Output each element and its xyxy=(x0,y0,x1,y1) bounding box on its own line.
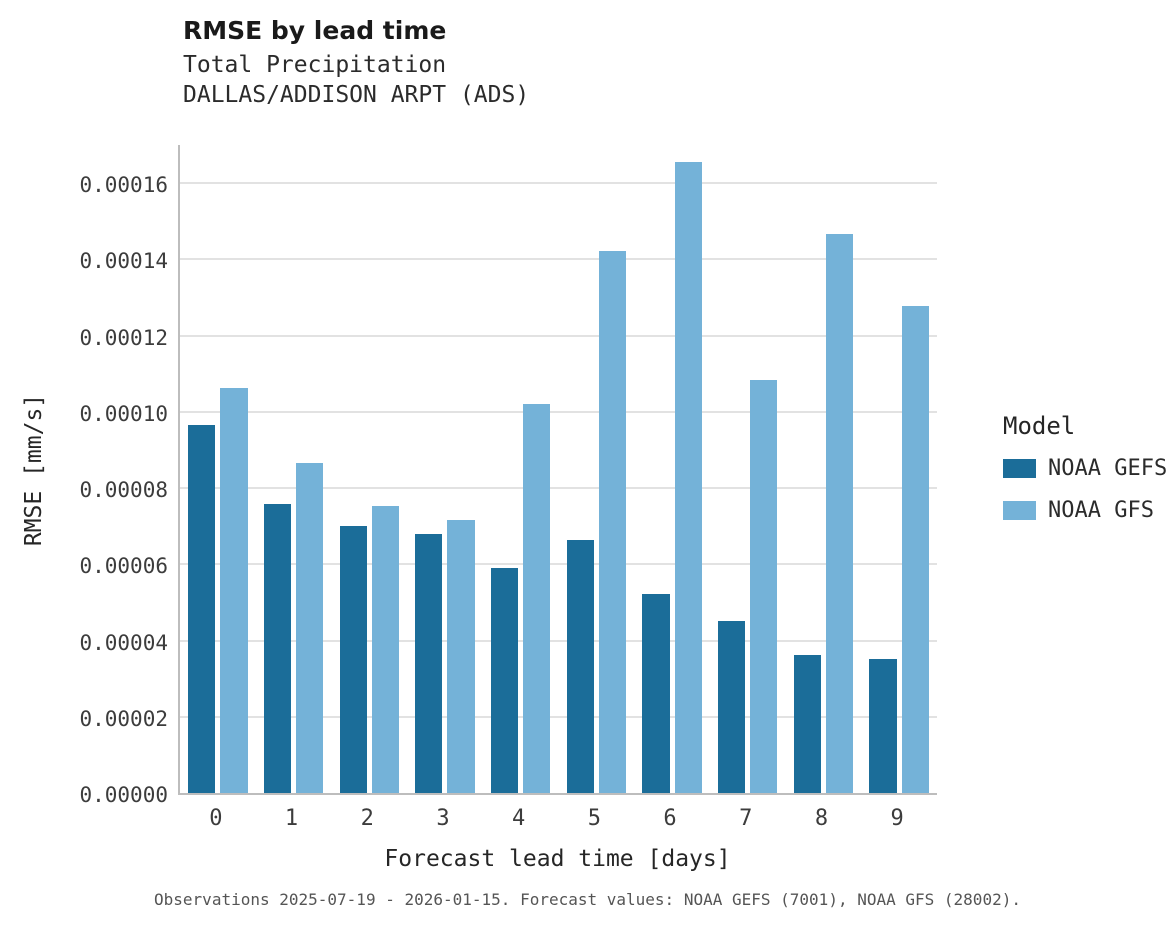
bar-noaa-gfs-day7 xyxy=(750,379,778,793)
y-tick-label: 0.00000 xyxy=(79,783,168,807)
bar-noaa-gefs-day3 xyxy=(415,534,443,793)
legend-entries: NOAA GEFS NOAA GFS xyxy=(1003,456,1167,523)
bar-noaa-gefs-day2 xyxy=(339,526,367,793)
bar-noaa-gefs-day9 xyxy=(869,658,897,793)
bar-noaa-gefs-day7 xyxy=(718,620,746,793)
caption: Observations 2025-07-19 - 2026-01-15. Fo… xyxy=(154,890,1021,909)
chart-station-subtitle: DALLAS/ADDISON ARPT (ADS) xyxy=(183,82,530,108)
legend-swatch-noaa-gfs xyxy=(1003,501,1036,520)
x-tick-label: 7 xyxy=(739,806,753,831)
x-tick-label: 3 xyxy=(436,806,450,831)
chart-subtitle: Total Precipitation xyxy=(183,52,447,78)
bar-noaa-gfs-day4 xyxy=(523,404,551,793)
y-tick-label: 0.00002 xyxy=(79,706,168,731)
bar-noaa-gefs-day6 xyxy=(642,593,670,793)
gridline xyxy=(180,715,937,718)
x-tick-label: 8 xyxy=(814,806,829,831)
bar-noaa-gefs-day5 xyxy=(566,540,594,793)
x-tick-label: 4 xyxy=(512,806,526,831)
bar-noaa-gfs-day0 xyxy=(220,388,248,793)
legend-entry-label: NOAA GFS xyxy=(1048,498,1154,523)
y-tick-label: 0.00016 xyxy=(79,173,168,198)
chart-title: RMSE by lead time xyxy=(183,16,447,45)
legend-entry-label: NOAA GEFS xyxy=(1048,456,1168,481)
y-tick-label: 0.00008 xyxy=(79,478,168,503)
bar-noaa-gefs-day4 xyxy=(490,568,519,793)
legend-swatch-noaa-gefs xyxy=(1003,459,1036,478)
gridline xyxy=(180,639,937,642)
y-axis-tick-labels: 0.00000 0.00002 0.00004 0.00006 0.00008 0.000… xyxy=(40,145,168,807)
y-tick-label: 0.00010 xyxy=(79,401,168,426)
plot-area xyxy=(178,145,937,795)
legend-entry: NOAA GEFS xyxy=(1003,456,1167,481)
gridline xyxy=(180,410,937,413)
bar-noaa-gfs-day1 xyxy=(296,462,324,793)
legend: Model NOAA GEFS NOAA GFS xyxy=(1003,412,1167,540)
bar-noaa-gefs-day8 xyxy=(793,654,821,793)
x-tick-label: 1 xyxy=(284,806,299,831)
bar-noaa-gefs-day0 xyxy=(188,425,216,793)
gridline xyxy=(180,563,937,566)
gridline xyxy=(180,334,937,337)
gridline xyxy=(180,182,937,185)
bar-noaa-gfs-day3 xyxy=(447,520,475,793)
y-tick-label: 0.00006 xyxy=(79,554,168,579)
legend-entry: NOAA GFS xyxy=(1003,498,1167,523)
bar-noaa-gfs-day2 xyxy=(371,505,399,793)
bar-noaa-gefs-day1 xyxy=(263,504,292,793)
x-axis-tick-labels: 0 1 2 3 4 5 6 7 8 9 xyxy=(178,806,937,838)
y-tick-label: 0.00012 xyxy=(79,325,168,350)
x-tick-label: 0 xyxy=(209,806,223,831)
x-tick-label: 9 xyxy=(890,806,904,831)
x-tick-label: 2 xyxy=(360,806,374,831)
x-tick-label: 5 xyxy=(587,806,601,831)
bar-noaa-gfs-day6 xyxy=(674,162,702,793)
legend-title: Model xyxy=(1003,412,1076,440)
bar-noaa-gfs-day9 xyxy=(901,305,929,793)
bar-noaa-gfs-day5 xyxy=(598,251,627,793)
y-tick-label: 0.00014 xyxy=(79,249,168,274)
x-tick-label: 6 xyxy=(663,806,677,831)
gridline xyxy=(180,258,937,261)
gridline xyxy=(180,487,937,490)
x-axis-label: Forecast lead time [days] xyxy=(384,846,731,872)
y-tick-label: 0.00004 xyxy=(79,630,168,655)
bar-noaa-gfs-day8 xyxy=(825,234,854,793)
